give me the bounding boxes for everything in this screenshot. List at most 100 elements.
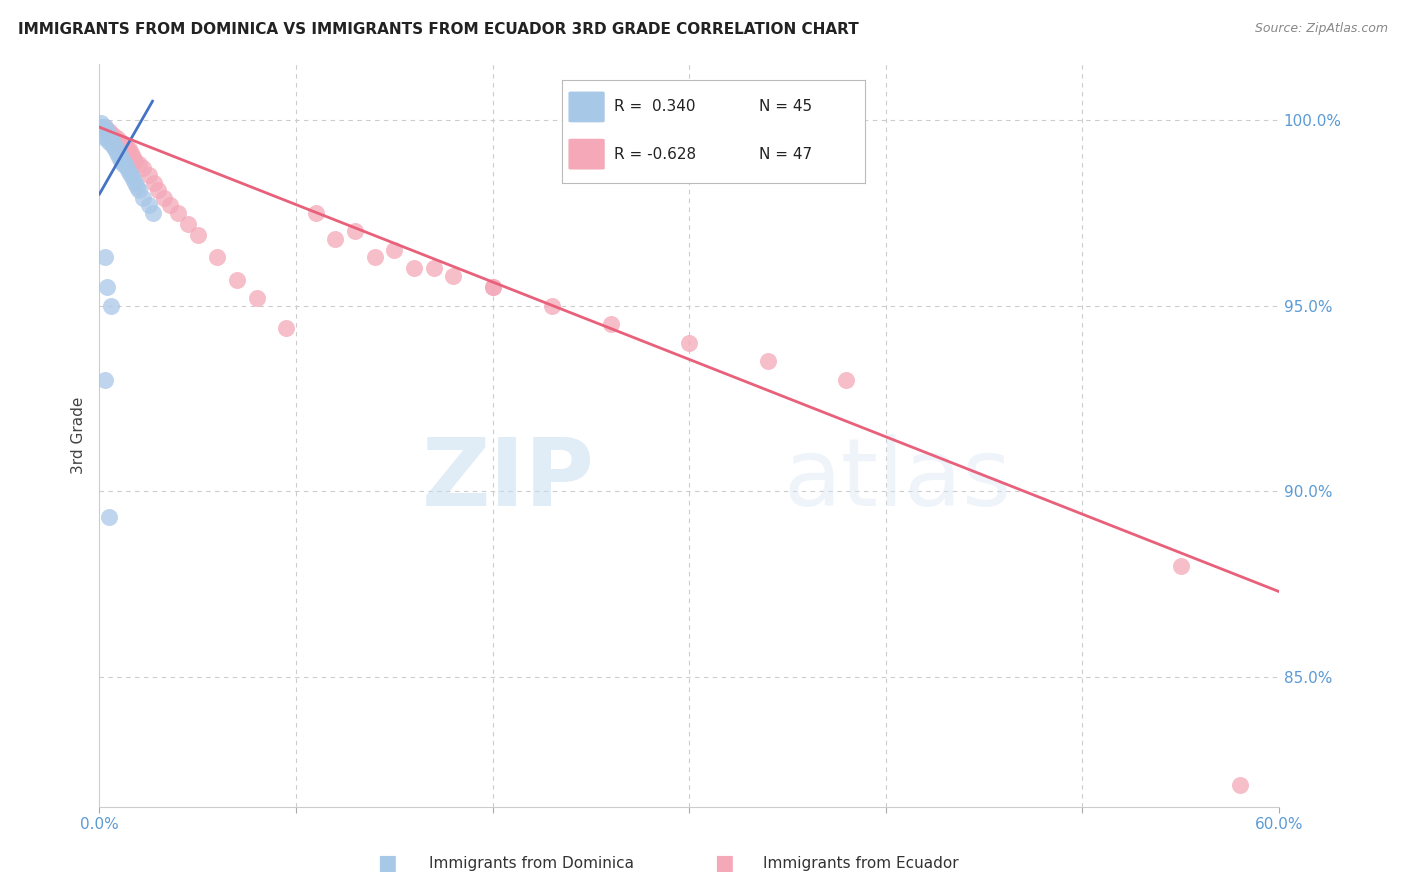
Point	[276, 320, 298, 334]
Point	[90, 120, 112, 135]
Point	[167, 205, 190, 219]
Point	[363, 250, 385, 264]
Point	[110, 153, 132, 168]
Point	[128, 183, 150, 197]
Point	[121, 172, 143, 186]
Point	[143, 176, 166, 190]
Point	[422, 261, 444, 276]
Point	[114, 157, 136, 171]
Point	[103, 135, 125, 149]
Point	[124, 153, 146, 168]
Point	[128, 157, 150, 171]
Point	[441, 268, 464, 283]
Point	[177, 217, 200, 231]
Point	[148, 183, 170, 197]
Point	[120, 169, 142, 183]
Point	[108, 150, 131, 164]
FancyBboxPatch shape	[568, 139, 605, 169]
Point	[96, 131, 118, 145]
Point	[246, 291, 269, 305]
Point	[131, 191, 153, 205]
Point	[114, 138, 136, 153]
Point	[98, 510, 121, 524]
Point	[382, 243, 405, 257]
Text: N = 47: N = 47	[759, 146, 813, 161]
Point	[138, 198, 160, 212]
Point	[540, 299, 562, 313]
Point	[481, 280, 503, 294]
Point	[104, 138, 127, 153]
Text: Immigrants from Dominica: Immigrants from Dominica	[429, 856, 634, 871]
Point	[678, 335, 700, 350]
Point	[343, 224, 366, 238]
Point	[120, 146, 142, 161]
Point	[153, 191, 176, 205]
Point	[1229, 778, 1251, 792]
Point	[481, 280, 503, 294]
Point	[104, 131, 127, 145]
Text: R =  0.340: R = 0.340	[614, 99, 696, 114]
Point	[138, 169, 160, 183]
Point	[100, 135, 122, 149]
Point	[115, 143, 138, 157]
Text: ■: ■	[377, 854, 396, 873]
Point	[599, 317, 621, 331]
Point	[94, 128, 117, 142]
Point	[110, 135, 132, 149]
Point	[111, 138, 134, 153]
Point	[98, 131, 121, 145]
Point	[93, 120, 115, 135]
Point	[100, 128, 122, 142]
Point	[1170, 558, 1192, 573]
Point	[100, 299, 122, 313]
Point	[207, 250, 229, 264]
Point	[325, 232, 347, 246]
Point	[90, 116, 112, 130]
Point	[108, 146, 131, 161]
Point	[105, 146, 128, 161]
Y-axis label: 3rd Grade: 3rd Grade	[72, 397, 86, 475]
Point	[94, 124, 117, 138]
FancyBboxPatch shape	[568, 92, 605, 122]
Point	[115, 161, 138, 175]
Point	[187, 227, 209, 242]
Point	[96, 280, 118, 294]
Text: R = -0.628: R = -0.628	[614, 146, 696, 161]
Point	[108, 135, 131, 149]
Text: ■: ■	[714, 854, 734, 873]
Point	[121, 150, 143, 164]
Point	[159, 198, 181, 212]
Point	[103, 138, 125, 153]
Point	[96, 128, 118, 142]
Point	[100, 131, 122, 145]
Point	[756, 354, 779, 368]
Point	[105, 143, 128, 157]
Point	[98, 124, 121, 138]
Point	[98, 128, 121, 142]
Point	[105, 131, 128, 145]
Text: Source: ZipAtlas.com: Source: ZipAtlas.com	[1254, 22, 1388, 36]
Text: atlas: atlas	[783, 434, 1012, 526]
Point	[104, 143, 127, 157]
Text: IMMIGRANTS FROM DOMINICA VS IMMIGRANTS FROM ECUADOR 3RD GRADE CORRELATION CHART: IMMIGRANTS FROM DOMINICA VS IMMIGRANTS F…	[18, 22, 859, 37]
Point	[141, 205, 163, 219]
Point	[94, 120, 117, 135]
Point	[124, 176, 146, 190]
Point	[118, 143, 141, 157]
Point	[94, 120, 117, 135]
Point	[226, 272, 249, 286]
Point	[305, 205, 328, 219]
Point	[118, 165, 141, 179]
Point	[111, 157, 134, 171]
Point	[94, 250, 117, 264]
Point	[94, 373, 117, 387]
Point	[402, 261, 425, 276]
Point	[93, 128, 115, 142]
Point	[96, 124, 118, 138]
Text: Immigrants from Ecuador: Immigrants from Ecuador	[763, 856, 959, 871]
Point	[835, 373, 858, 387]
Point	[103, 128, 125, 142]
Point	[111, 153, 134, 168]
Text: ZIP: ZIP	[422, 434, 595, 526]
Point	[125, 179, 148, 194]
